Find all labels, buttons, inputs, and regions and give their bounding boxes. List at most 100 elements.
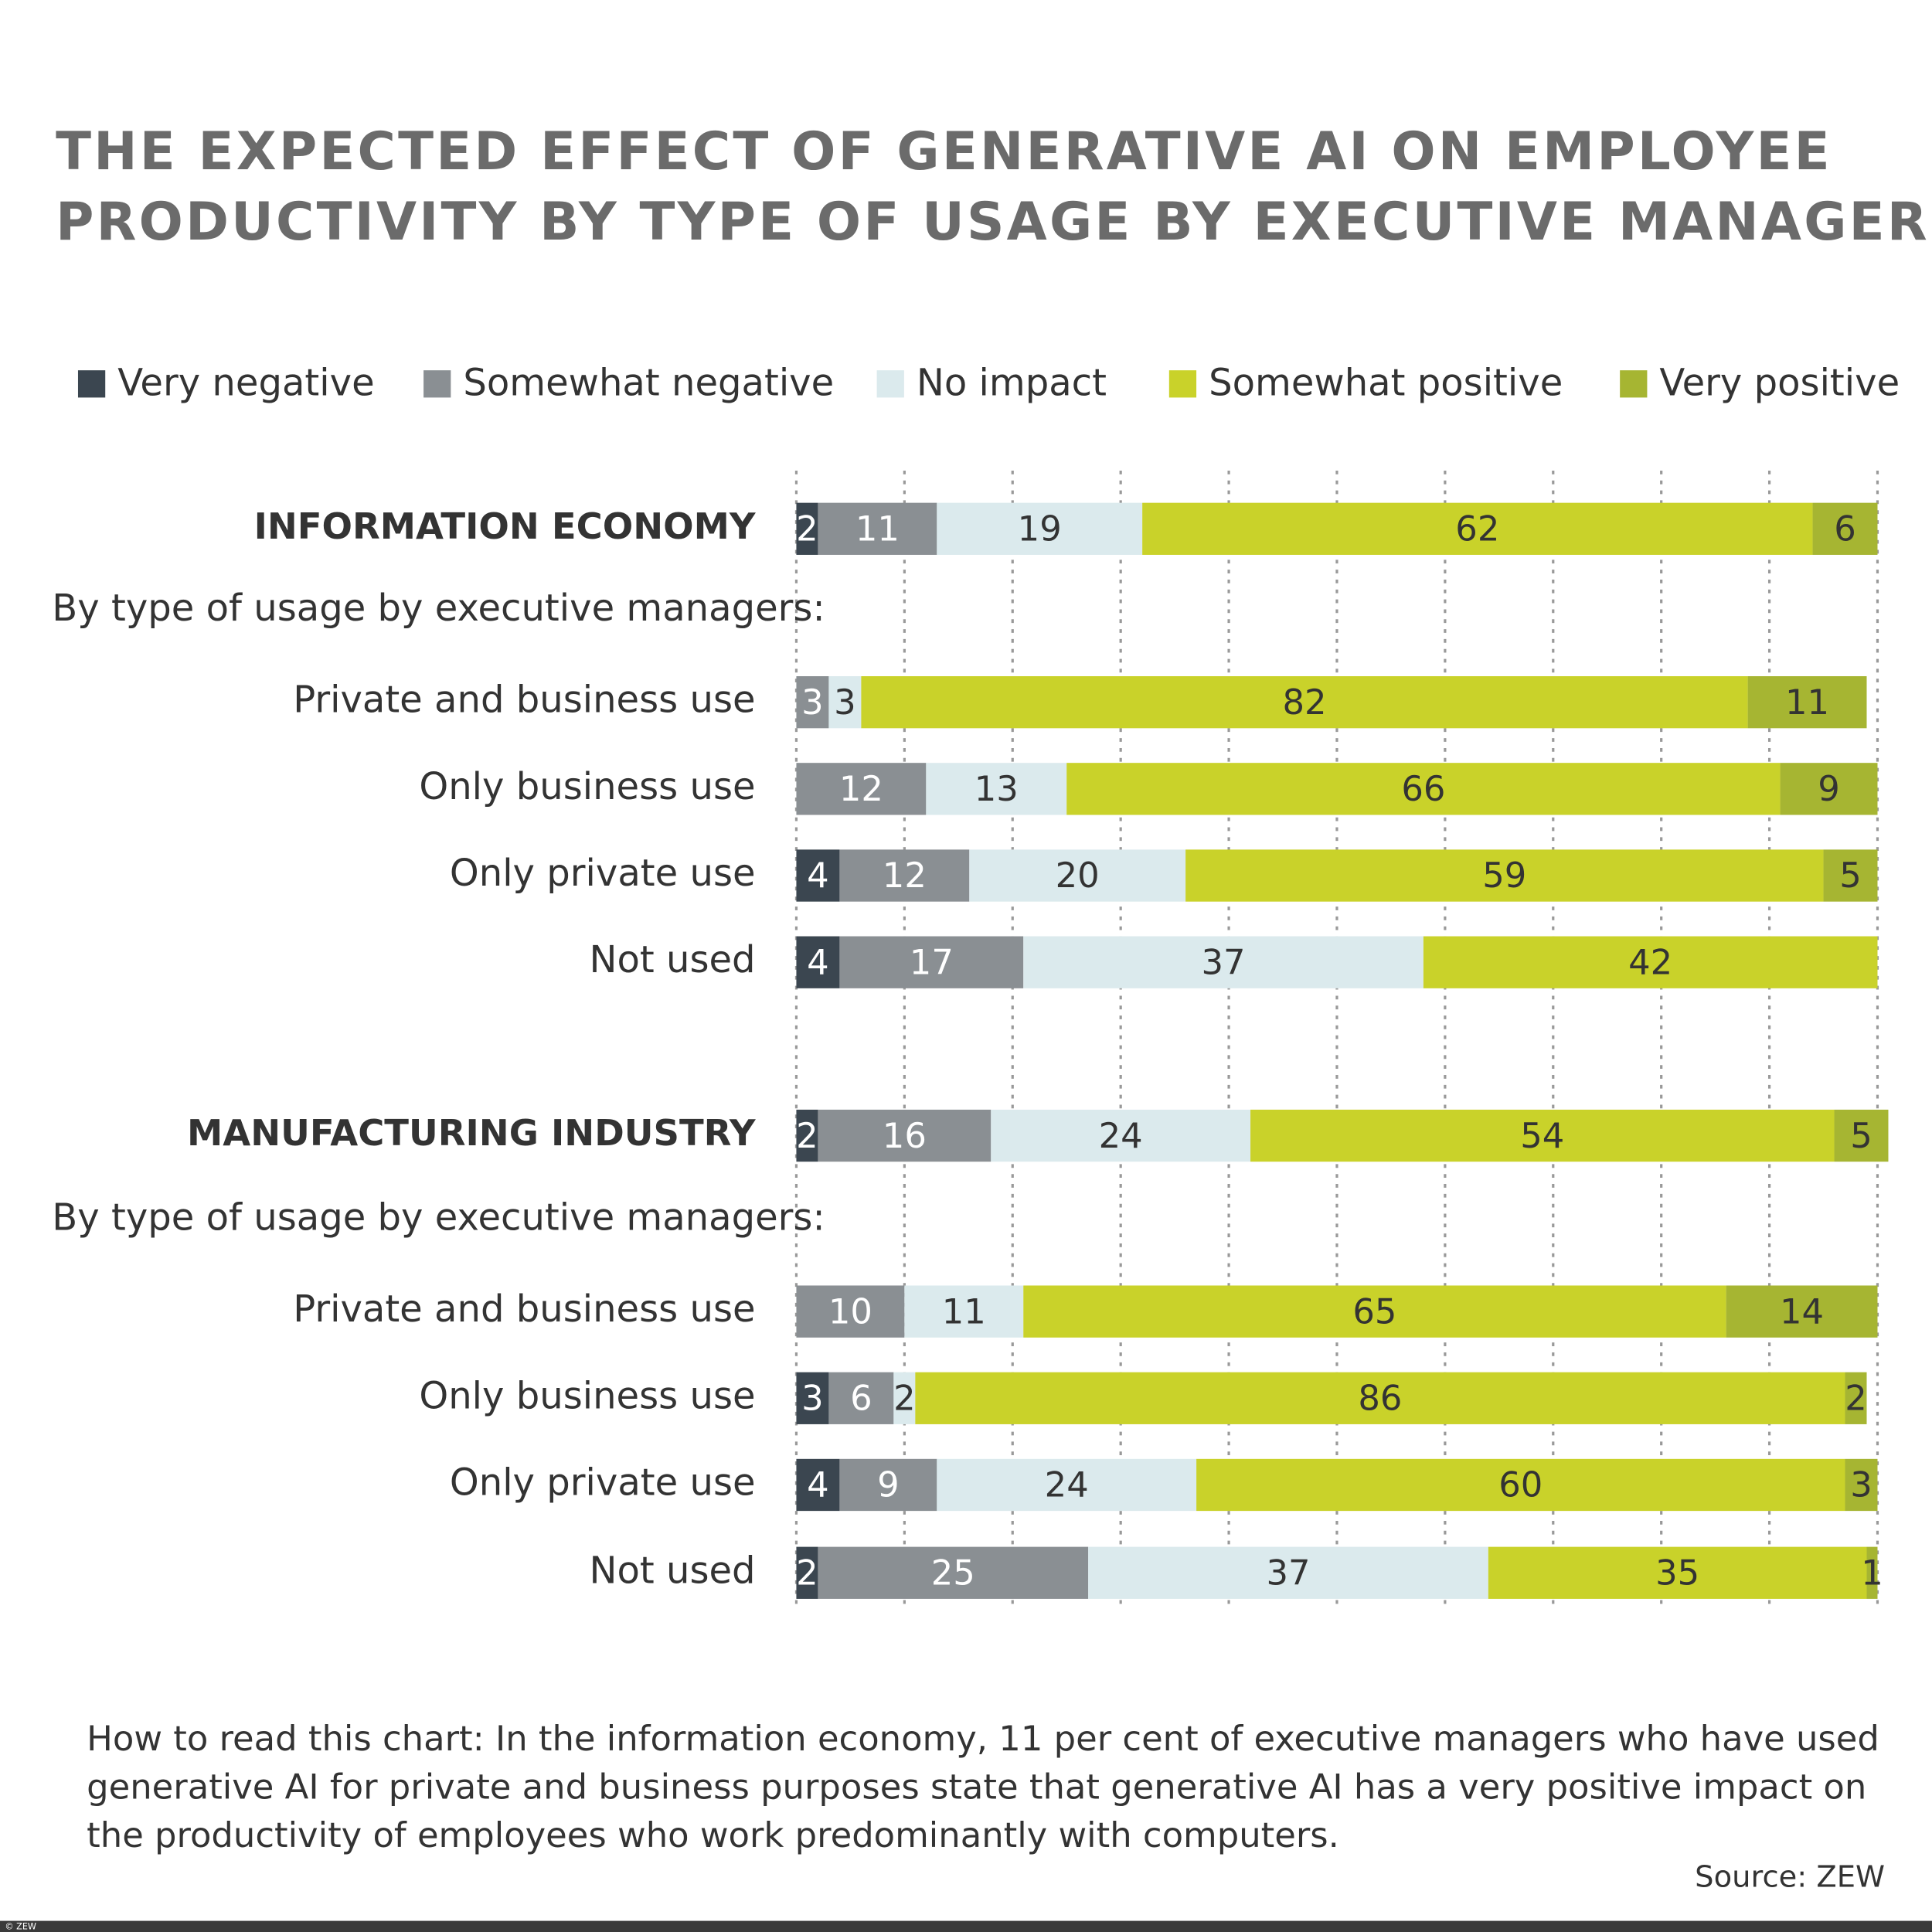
bar-segment [1250,1109,1835,1162]
value-label: 11 [942,1291,986,1332]
bar-segment [818,502,937,555]
legend-swatch [423,370,451,398]
value-label: 4 [807,1464,829,1505]
bar-segment [839,936,1024,988]
legend-swatch [1168,370,1197,398]
value-label: 37 [1266,1552,1310,1593]
value-label: 11 [855,509,900,549]
value-label: 37 [1202,941,1246,982]
bar-segment [796,1109,818,1162]
value-label: 62 [1455,509,1499,549]
chart-title: THE EXPECTED EFFECT OF GENERATIVE AI ON … [56,121,1832,182]
value-label: 3 [801,682,824,723]
bar-segment [1066,763,1781,815]
value-label: 4 [807,941,829,982]
bar-segment [796,502,818,555]
category-label: Not used [590,938,756,981]
bar-segment [796,936,840,988]
legend-swatch [876,370,904,398]
bar-segment [796,1458,840,1512]
bar-segment [1747,676,1867,729]
bar-segment [839,849,970,902]
value-label: 20 [1056,855,1100,896]
legend-label: Somewhat negative [463,361,834,404]
value-label: 9 [1818,768,1840,809]
value-label: 12 [839,768,883,809]
value-label: 3 [834,682,856,723]
bar-segment [1023,1285,1726,1338]
bar-segment [1023,936,1423,988]
value-label: 65 [1352,1291,1396,1332]
bar-segment [828,1372,894,1424]
category-label: MANUFACTURING INDUSTRY [187,1112,757,1154]
bar-segment [1088,1546,1488,1599]
bar-segment [937,1458,1197,1512]
note: the productivity of employees who work p… [87,1815,1339,1855]
category-label: INFORMATION ECONOMY [254,505,757,547]
value-label: 35 [1655,1552,1699,1593]
value-label: 2 [796,1552,818,1593]
value-label: 5 [1839,855,1862,896]
footer-bar [0,1920,1932,1932]
value-label: 2 [796,1115,818,1156]
bar-segment [1142,502,1813,555]
value-label: 54 [1520,1115,1564,1156]
category-label: Not used [590,1549,756,1592]
value-label: 19 [1018,509,1062,549]
category-label: Private and business use [293,1287,755,1331]
bar-segment [1834,1109,1889,1162]
bar-segment [1185,849,1824,902]
chart-title: PRODUCTIVITY BY TYPE OF USAGE BY EXECUTI… [56,192,1932,252]
value-label: 3 [1850,1464,1872,1505]
bar-segment [828,676,862,729]
bar-segment [1780,763,1878,815]
bar-segment [1845,1372,1867,1424]
bar-segment [796,676,829,729]
bar-segment [796,1372,829,1424]
legend-label: Somewhat positive [1209,361,1563,404]
legend-label: No impact [917,361,1107,404]
source: Source: ZEW [1695,1860,1885,1895]
value-label: 6 [850,1378,872,1419]
category-label: By type of usage by executive managers: [52,587,825,630]
bar-segment [937,502,1143,555]
value-label: 17 [910,941,954,982]
value-label: 86 [1358,1378,1402,1419]
value-label: 66 [1401,768,1445,809]
value-label: 60 [1498,1464,1543,1505]
bar-segment [1423,936,1878,988]
bar-segment [991,1109,1251,1162]
bar-segment [1726,1285,1878,1338]
legend-label: Very negative [117,361,374,404]
legend-label: Very positive [1659,361,1900,404]
bar-segment [796,849,840,902]
note: How to read this chart: In the informati… [87,1718,1879,1759]
category-label: By type of usage by executive managers: [52,1196,825,1240]
value-label: 42 [1628,941,1672,982]
value-label: 24 [1045,1464,1089,1505]
value-label: 25 [931,1552,975,1593]
bar-segment [796,763,927,815]
value-label: 24 [1099,1115,1143,1156]
value-label: 14 [1780,1291,1824,1332]
value-label: 13 [975,768,1019,809]
bar-segment [926,763,1067,815]
value-label: 9 [877,1464,900,1505]
value-label: 12 [883,855,927,896]
value-label: 2 [1845,1378,1867,1419]
value-label: 16 [883,1115,927,1156]
value-label: 3 [801,1378,824,1419]
value-label: 82 [1282,682,1326,723]
value-label: 1 [1861,1552,1883,1593]
bar-segment [818,1546,1089,1599]
category-label: Only business use [419,1374,755,1417]
value-label: 5 [1850,1115,1872,1156]
legend-swatch [77,370,106,398]
category-label: Only private use [450,852,756,895]
bar-segment [1812,502,1878,555]
legend-swatch [1620,370,1648,398]
value-label: 2 [796,509,818,549]
value-label: 6 [1834,509,1856,549]
bar-segment [969,849,1186,902]
